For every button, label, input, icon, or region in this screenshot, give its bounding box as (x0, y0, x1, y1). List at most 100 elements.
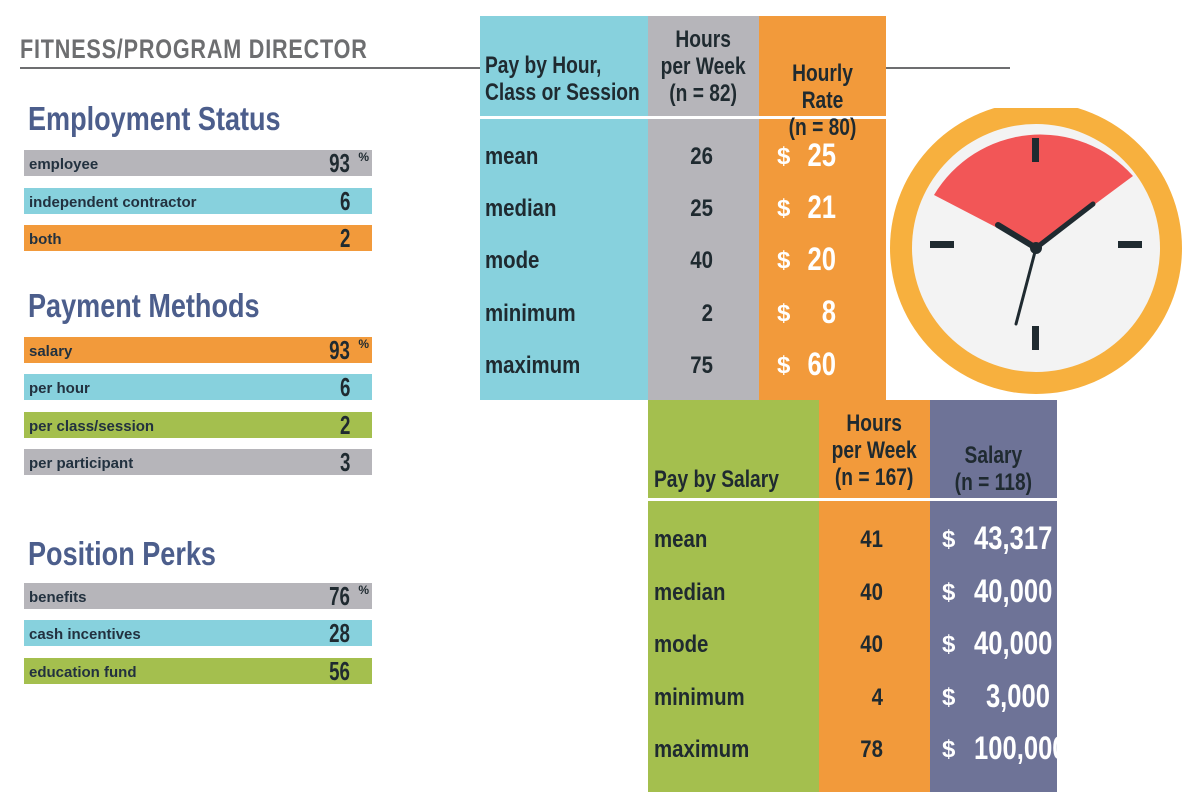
bar-value: 6 (339, 372, 350, 402)
salary-value: 100,000 (974, 730, 1067, 766)
page-title-wrap: FITNESS/PROGRAM DIRECTOR (20, 34, 455, 65)
employment-bar-both: both 2 (24, 225, 372, 251)
bar-label: salary (29, 343, 73, 360)
clock-tick-9 (930, 241, 954, 248)
hourly-rate-value: 20 (807, 241, 836, 277)
hourly-col-labels (480, 16, 648, 400)
hourly-hours-value: 26 (690, 143, 713, 170)
hourly-rate-value: 8 (821, 294, 836, 330)
bar-value: 93 (329, 335, 350, 365)
dollar-sign: $ (777, 300, 791, 327)
dollar-sign: $ (942, 579, 956, 606)
position-perks-title: Position Perks (28, 535, 216, 572)
hourly-header-1: Pay by Hour, Class or Session (485, 52, 678, 106)
salary-row-label: median (654, 579, 726, 606)
clock-tick-12 (1032, 138, 1039, 162)
bar-value: 6 (339, 186, 350, 216)
hourly-col-rate (759, 16, 886, 400)
salary-row-label: minimum (654, 684, 745, 711)
bar-label: per class/session (29, 418, 155, 435)
employment-bar-employee: employee 93 % (24, 150, 372, 176)
dollar-sign: $ (942, 684, 956, 711)
clock-second-hand (1014, 246, 1038, 326)
salary-col-labels (648, 400, 819, 792)
percent-sign: % (358, 150, 369, 164)
hourly-col-hours (648, 16, 759, 400)
salary-hours-header: Hours per Week (n = 167) (831, 410, 918, 491)
salary-value: 40,000 (974, 625, 1053, 661)
salary-row-label: mean (654, 526, 708, 553)
perks-bar-benefits: benefits 76 % (24, 583, 372, 609)
salary-row-label: mode (654, 631, 709, 658)
hourly-rate-value: 21 (807, 189, 836, 225)
hourly-hours-value: 2 (701, 300, 713, 327)
percent-sign: % (358, 583, 369, 597)
payment-bar-per-class: per class/session 2 (24, 412, 372, 438)
hourly-header-divider (480, 116, 886, 119)
bar-label: employee (29, 156, 99, 173)
bar-value: 3 (339, 447, 350, 477)
payment-bar-per-participant: per participant 3 (24, 449, 372, 475)
bar-value: 56 (329, 656, 350, 686)
dollar-sign: $ (777, 352, 791, 379)
dollar-sign: $ (942, 631, 956, 658)
clock-hour-hand (995, 222, 1039, 251)
bar-value: 28 (329, 618, 350, 648)
salary-col-salary (930, 400, 1057, 792)
clock-minute-hand (1033, 201, 1096, 251)
hourly-header-2: Hours per Week (n = 82) (648, 26, 759, 107)
clock-icon (890, 108, 1182, 394)
bar-label: per hour (29, 380, 90, 397)
dollar-sign: $ (777, 143, 791, 170)
salary-header-1: Pay by Salary (654, 466, 810, 493)
hourly-rate-value: 60 (807, 346, 836, 382)
dollar-sign: $ (777, 247, 791, 274)
hourly-rate-value: 25 (807, 137, 836, 173)
clock-center (1030, 242, 1042, 254)
salary-hours-value: 40 (860, 631, 883, 658)
salary-value: 43,317 (974, 520, 1053, 556)
hourly-hours-value: 25 (690, 195, 713, 222)
perks-bar-education-fund: education fund 56 (24, 658, 372, 684)
bar-value: 2 (339, 223, 350, 253)
salary-col-hours (819, 400, 930, 792)
hourly-row-label: mean (485, 143, 539, 170)
salary-header-divider (648, 498, 1057, 501)
hourly-row-label: mode (485, 247, 540, 274)
salary-header-label: Pay by Salary (654, 466, 779, 493)
perks-bar-cash-incentives: cash incentives 28 (24, 620, 372, 646)
bar-label: cash incentives (29, 626, 141, 643)
employment-status-title: Employment Status (28, 100, 281, 137)
dollar-sign: $ (942, 526, 956, 553)
header-rule-left (20, 67, 480, 69)
bar-label: education fund (29, 664, 137, 681)
salary-salary-header: Salary (n = 118) (954, 442, 1033, 496)
salary-hours-value: 41 (860, 526, 883, 553)
page-title: FITNESS/PROGRAM DIRECTOR (20, 34, 368, 64)
payment-methods-title: Payment Methods (28, 287, 260, 324)
hourly-hours-header: Hours per Week (n = 82) (660, 26, 747, 107)
dollar-sign: $ (777, 195, 791, 222)
bar-label: benefits (29, 589, 87, 606)
salary-hours-value: 4 (871, 684, 883, 711)
salary-header-3: Salary (n = 118) (930, 442, 1057, 496)
payment-bar-salary: salary 93 % (24, 337, 372, 363)
dollar-sign: $ (942, 736, 956, 763)
hourly-row-label: minimum (485, 300, 576, 327)
bar-label: per participant (29, 455, 134, 472)
hourly-row-label: median (485, 195, 557, 222)
hourly-row-label: maximum (485, 352, 581, 379)
bar-label: both (29, 231, 62, 248)
salary-value: 3,000 (985, 678, 1050, 714)
hourly-header-3: Hourly Rate (n = 80) (759, 60, 886, 141)
salary-header-2: Hours per Week (n = 167) (819, 410, 930, 491)
clock-wedge (934, 134, 1133, 248)
bar-value: 76 (329, 581, 350, 611)
salary-row-label: maximum (654, 736, 750, 763)
hourly-hours-value: 75 (690, 352, 713, 379)
bar-value: 93 (329, 148, 350, 178)
salary-hours-value: 78 (860, 736, 883, 763)
salary-value: 40,000 (974, 573, 1053, 609)
hourly-hours-value: 40 (690, 247, 713, 274)
hourly-rate-header: Hourly Rate (n = 80) (788, 60, 857, 141)
